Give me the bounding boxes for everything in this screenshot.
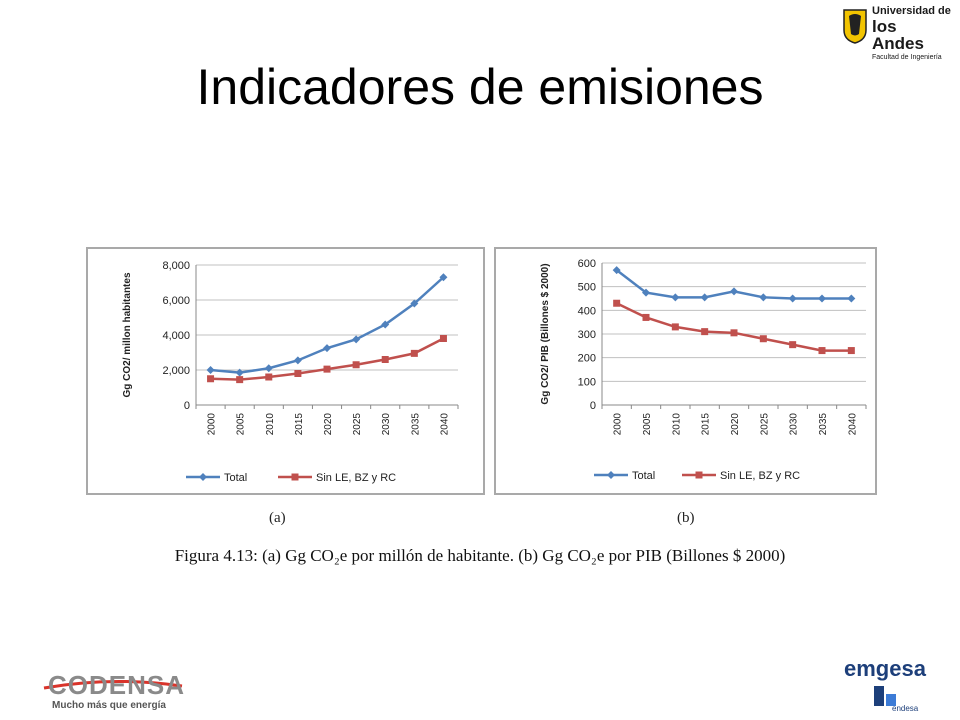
chart-b-point-1-0	[613, 299, 621, 307]
uniandes-line2: los Andes	[872, 17, 924, 53]
y-tick-label: 200	[578, 353, 596, 365]
chart-b-point-1-5	[759, 335, 767, 343]
chart-b-point-0-3	[700, 293, 709, 302]
chart-a-point-0-0	[206, 366, 215, 374]
figure-caption: Figura 4.13: (a) Gg CO₂e por millón de h…	[174, 546, 786, 565]
chart-b-point-0-1	[642, 288, 650, 297]
chart-b-point-1-4	[730, 329, 738, 337]
legend-marker	[199, 473, 207, 481]
y-tick-label: 300	[578, 329, 596, 341]
x-tick-label: 2035	[818, 413, 829, 436]
chart-a-sub-label: (a)	[269, 510, 286, 526]
chart-a: 0 2,000 4,000 6,000 8,000 2000 2005 2010 2015 202…	[86, 247, 485, 495]
y-tick-label: 500	[578, 282, 596, 294]
chart-a-point-1-7	[410, 349, 418, 357]
chart-b-point-0-0	[612, 266, 621, 275]
chart-a-point-1-0	[207, 375, 215, 383]
chart-b-point-0-8	[847, 294, 856, 303]
codensa-logo: CODENSA Mucho más que energía	[42, 670, 184, 716]
chart-a-point-0-6	[381, 320, 390, 329]
legend-label: Total	[224, 472, 247, 484]
endesa-word: endesa	[892, 704, 919, 713]
chart-b-point-1-7	[818, 347, 826, 355]
uniandes-line1: Universidad de	[872, 5, 951, 17]
chart-b-point-1-2	[671, 323, 679, 331]
y-axis-label: Gg CO2/ millon habitantes	[122, 272, 133, 397]
emgesa-logo: emgesa endesa	[844, 656, 930, 716]
emgesa-word: emgesa	[844, 656, 926, 681]
chart-b-point-0-6	[788, 294, 797, 303]
x-tick-label: 2035	[410, 413, 421, 436]
uniandes-line3: Facultad de Ingeniería	[872, 54, 942, 61]
x-tick-label: 2000	[207, 413, 218, 436]
legend-marker	[695, 471, 703, 479]
x-tick-label: 2005	[236, 413, 247, 436]
chart-b-point-1-3	[701, 328, 709, 336]
x-tick-label: 2030	[789, 413, 800, 436]
chart-b-point-0-2	[671, 293, 680, 302]
x-tick-label: 2025	[759, 413, 770, 436]
x-tick-label: 2015	[701, 413, 712, 436]
y-tick-label: 0	[184, 400, 190, 412]
y-tick-label: 4,000	[162, 330, 190, 342]
x-tick-label: 2040	[439, 413, 450, 436]
uniandes-logo: Universidad de los Andes Facultad de Ing…	[842, 5, 952, 61]
x-tick-label: 2005	[642, 413, 653, 436]
chart-a-point-1-5	[352, 361, 360, 369]
x-tick-label: 2010	[671, 413, 682, 436]
chart-a-point-0-4	[323, 344, 331, 353]
legend-label: Sin LE, BZ y RC	[316, 472, 396, 484]
chart-a-point-0-1	[235, 368, 244, 377]
legend-label: Total	[632, 470, 655, 482]
chart-a-series-line-0	[210, 276, 445, 374]
chart-b-point-1-1	[642, 313, 650, 321]
chart-b-sub-label: (b)	[677, 510, 695, 526]
chart-b-point-0-4	[730, 287, 738, 296]
legend-label: Sin LE, BZ y RC	[720, 470, 800, 482]
y-axis-label: Gg CO2/ PIB (Billones $ 2000)	[540, 263, 551, 404]
x-tick-label: 2025	[352, 413, 363, 436]
chart-a-point-0-7	[410, 299, 419, 308]
y-tick-label: 0	[590, 400, 596, 412]
endesa-mark-icon	[874, 686, 896, 706]
chart-a-svg: 0 2,000 4,000 6,000 8,000 2000 2005 2010 2015 202…	[122, 260, 459, 484]
chart-a-point-0-8	[439, 273, 448, 282]
chart-b-svg: 0 100 200 300 400 500 600 2000 2005 2010 2015 2020 2…	[540, 258, 867, 482]
legend-marker	[607, 471, 615, 479]
chart-a-point-0-5	[352, 335, 361, 344]
x-tick-label: 2020	[323, 413, 334, 436]
y-tick-label: 600	[578, 258, 596, 270]
slide-title: Indicadores de emisiones	[196, 59, 764, 115]
y-tick-label: 100	[578, 376, 596, 388]
y-tick-label: 400	[578, 305, 596, 317]
x-tick-label: 2030	[381, 413, 392, 436]
chart-b: 0 100 200 300 400 500 600 2000 2005 2010 2015 2020 2…	[494, 247, 877, 495]
y-tick-label: 8,000	[162, 260, 190, 272]
x-tick-label: 2010	[265, 413, 276, 436]
y-tick-label: 6,000	[162, 295, 190, 307]
codensa-tagline: Mucho más que energía	[52, 700, 166, 711]
chart-a-point-1-2	[265, 373, 273, 381]
chart-b-point-0-5	[759, 293, 768, 302]
chart-a-point-1-6	[381, 356, 389, 363]
chart-b-point-1-6	[789, 341, 797, 349]
chart-a-point-0-2	[264, 364, 273, 373]
chart-a-point-1-3	[294, 370, 302, 377]
chart-a-point-1-8	[439, 335, 447, 342]
chart-a-point-1-1	[236, 376, 244, 384]
x-tick-label: 2015	[294, 413, 305, 436]
chart-a-point-1-4	[323, 365, 331, 373]
x-tick-label: 2000	[613, 413, 624, 436]
uniandes-shield-icon	[843, 9, 867, 44]
chart-b-point-1-8	[847, 347, 855, 355]
x-tick-label: 2040	[847, 413, 858, 436]
y-tick-label: 2,000	[162, 365, 190, 377]
codensa-word: CODENSA	[48, 670, 186, 700]
chart-a-point-0-3	[293, 356, 302, 365]
chart-b-point-0-7	[818, 294, 826, 303]
x-tick-label: 2020	[730, 413, 741, 436]
legend-marker	[291, 473, 299, 481]
codensa-swoosh-icon	[43, 679, 183, 690]
